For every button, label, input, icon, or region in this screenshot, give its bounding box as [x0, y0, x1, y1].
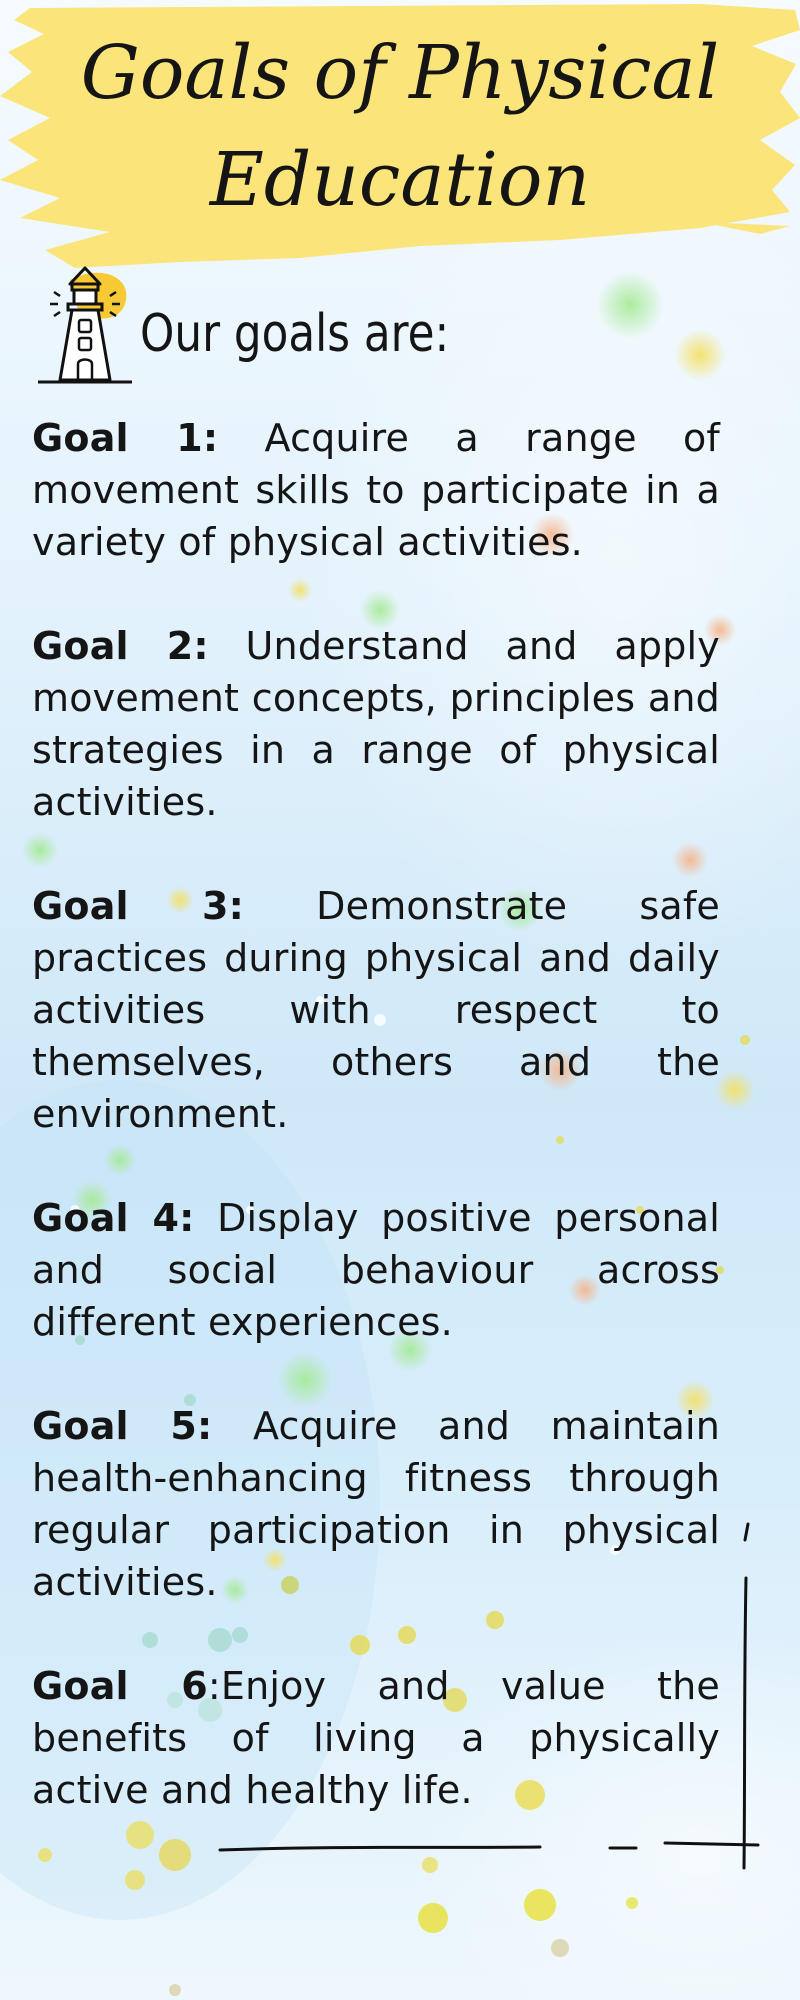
goals-list: Goal 1: Acquire a range of movement skil… — [32, 412, 720, 1868]
goal-item: Goal 6:Enjoy and value the benefits of l… — [32, 1660, 720, 1816]
goal-item: Goal 3: Demonstrate safe practices durin… — [32, 880, 720, 1140]
goal-text: :Enjoy and value the benefits of living … — [32, 1664, 720, 1812]
goal-text: Understand and apply movement concepts, … — [32, 624, 720, 824]
lighthouse-icon — [38, 266, 132, 384]
title-line-1: Goals of Physical — [80, 30, 720, 116]
goal-text: Demonstrate safe practices during physic… — [32, 884, 720, 1136]
goal-item: Goal 4: Display positive personal and so… — [32, 1192, 720, 1348]
goal-label: Goal 5: — [32, 1404, 213, 1448]
goal-label: Goal 2: — [32, 624, 209, 668]
goal-label: Goal 3: — [32, 884, 245, 928]
goal-text: Acquire a range of movement skills to pa… — [32, 416, 720, 564]
goal-item: Goal 2: Understand and apply movement co… — [32, 620, 720, 828]
goal-item: Goal 5: Acquire and maintain health-enha… — [32, 1400, 720, 1608]
goal-text: Acquire and maintain health-enhancing fi… — [32, 1404, 720, 1604]
title-line-2: Education — [209, 137, 591, 224]
subheading: Our goals are: — [140, 304, 450, 364]
page-title: Goals of Physical Education — [0, 20, 800, 235]
goal-label: Goal 1: — [32, 416, 219, 460]
subheading-row: Our goals are: — [30, 262, 750, 392]
goal-item: Goal 1: Acquire a range of movement skil… — [32, 412, 720, 568]
title-banner — [0, 4, 800, 268]
goal-label: Goal 6 — [32, 1664, 208, 1708]
goal-text: Display positive personal and social beh… — [32, 1196, 721, 1344]
goal-label: Goal 4: — [32, 1196, 195, 1240]
